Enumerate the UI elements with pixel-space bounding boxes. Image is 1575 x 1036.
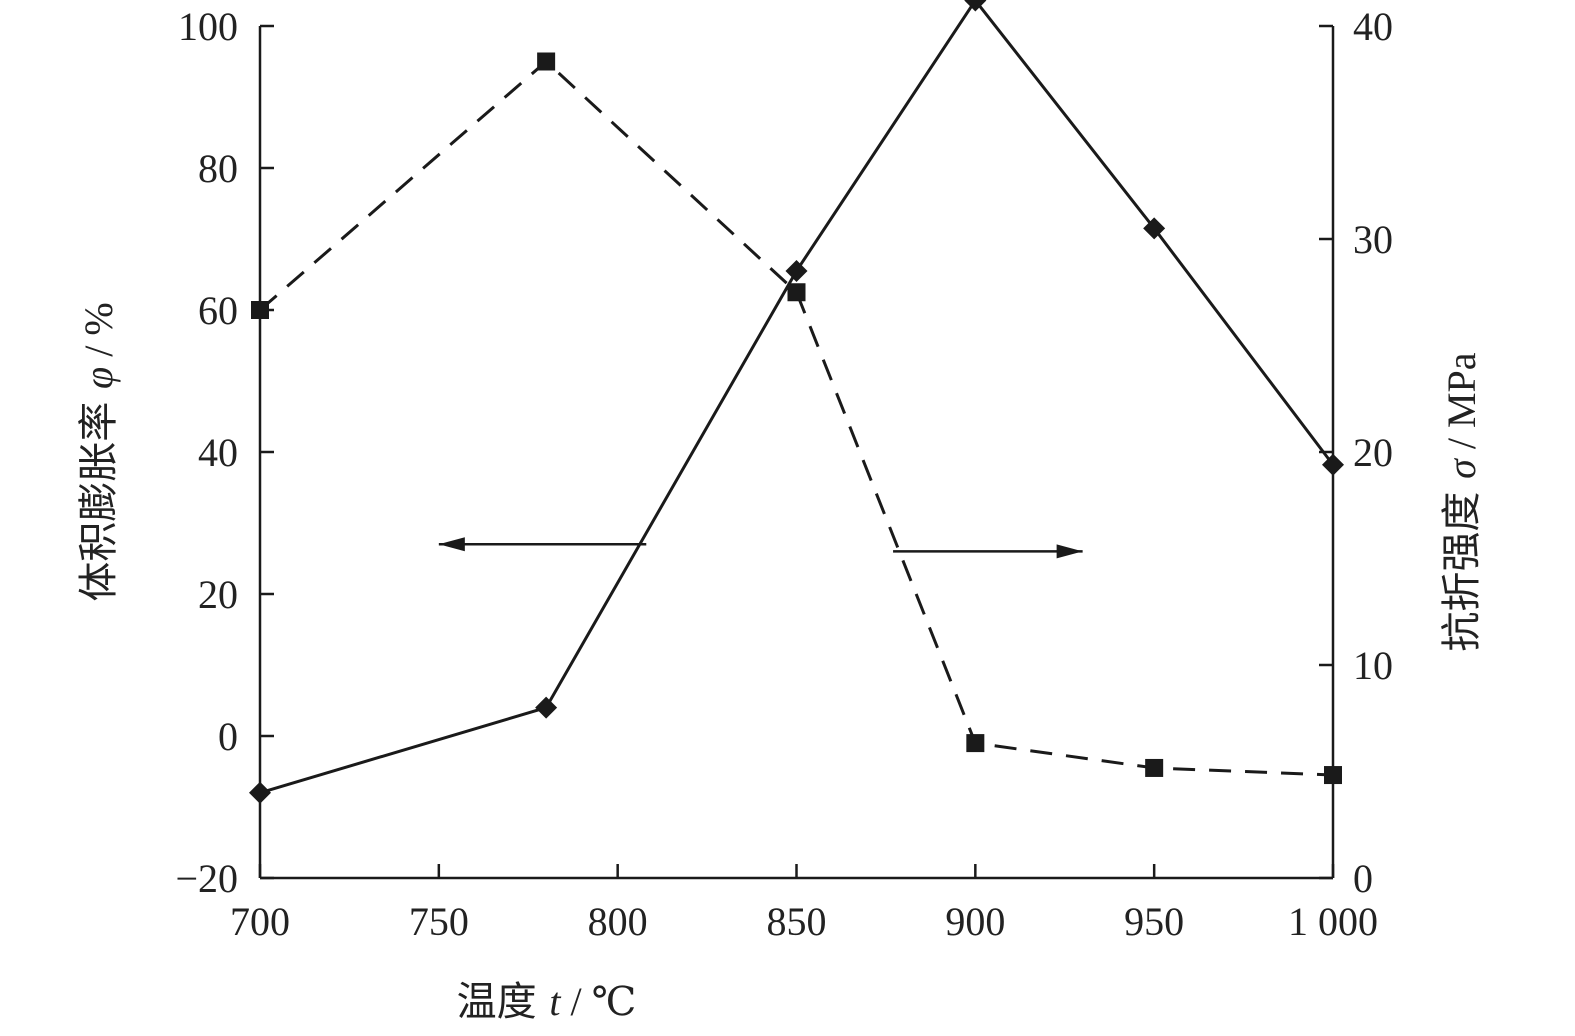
x-tick-label: 850	[767, 899, 827, 944]
strength-diamond-marker	[964, 0, 987, 12]
strength-diamond-marker	[535, 696, 558, 719]
x-axis-title: 温度 t / ℃	[457, 979, 637, 1025]
right-y-tick-label: 30	[1353, 217, 1393, 262]
expansion-square-marker	[787, 283, 806, 302]
right-y-tick-label: 40	[1353, 4, 1393, 49]
left-y-tick-label: 40	[198, 430, 238, 475]
right-y-tick-label: 10	[1353, 643, 1393, 688]
expansion-square-marker	[251, 301, 269, 319]
x-tick-label: 900	[945, 899, 1005, 944]
x-tick-label: 950	[1124, 899, 1184, 944]
left-y-tick-label: 100	[178, 4, 238, 49]
left-y-tick-label: −20	[175, 856, 238, 901]
left-y-axis-title: 体积膨胀率 φ / %	[76, 302, 122, 601]
left-y-tick-label: 60	[198, 288, 238, 333]
left-arrowhead-icon	[438, 537, 465, 552]
right-y-axis-title: 抗折强度 σ / MPa	[1439, 352, 1485, 651]
strength-diamond-marker	[249, 781, 271, 804]
expansion-square-marker	[537, 52, 556, 71]
x-tick-label: 800	[588, 899, 648, 944]
series-line-strength	[259, 0, 1335, 795]
series-line-expansion	[259, 59, 1334, 777]
x-tick-label: 750	[409, 899, 469, 944]
strength-diamond-marker	[1143, 217, 1166, 240]
axes-frame	[258, 26, 1335, 880]
x-tick-label: 1 000	[1288, 899, 1378, 944]
right-y-tick-label: 0	[1353, 856, 1373, 901]
x-tick-label: 700	[230, 899, 290, 944]
right-y-tick-label: 20	[1353, 430, 1393, 475]
right-arrowhead-icon	[1056, 544, 1083, 559]
expansion-square-marker	[1145, 758, 1164, 777]
strength-diamond-marker	[785, 259, 808, 282]
strength-diamond-marker	[1322, 453, 1344, 476]
expansion-square-marker	[1324, 766, 1342, 785]
left-y-tick-label: 0	[218, 714, 238, 759]
left-y-tick-label: 20	[198, 572, 238, 617]
expansion-square-marker	[966, 734, 985, 753]
left-y-tick-label: 80	[198, 146, 238, 191]
